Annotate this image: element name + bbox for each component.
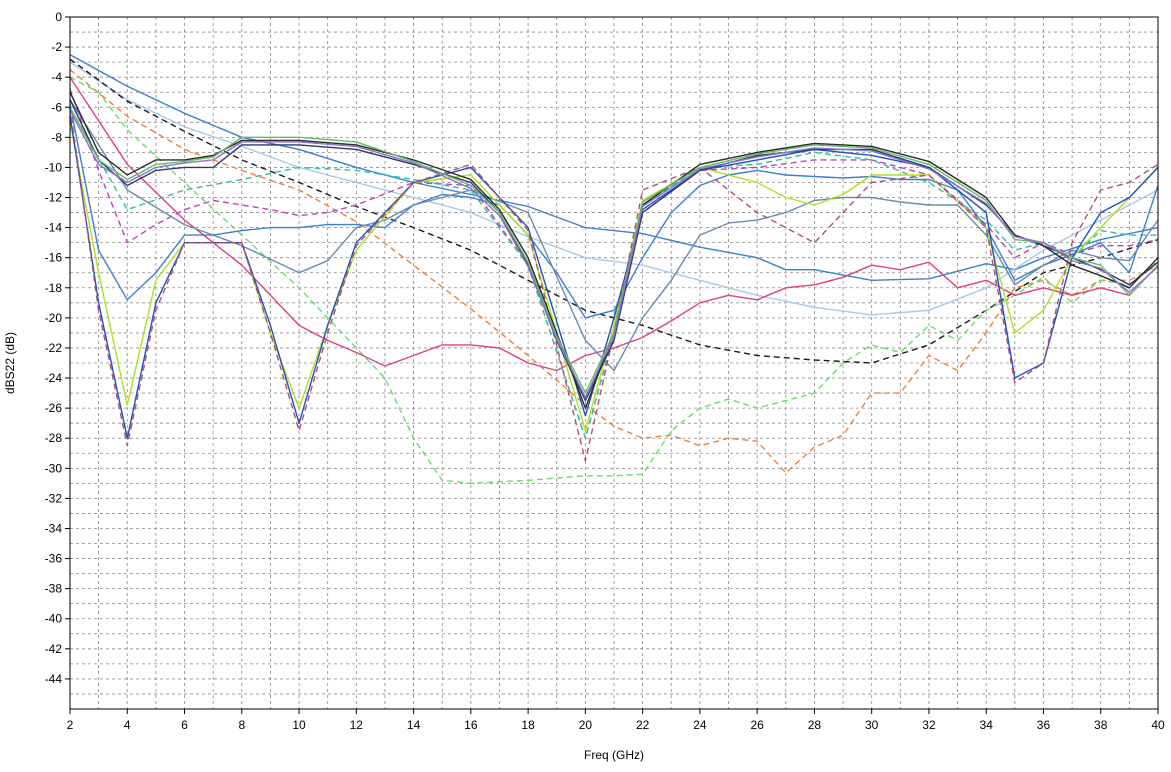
x-tick-label: 16 bbox=[464, 718, 478, 732]
y-tick-label: -14 bbox=[45, 221, 63, 235]
y-tick-label: -40 bbox=[45, 612, 63, 626]
y-tick-label: -44 bbox=[45, 672, 63, 686]
y-tick-label: -4 bbox=[51, 70, 62, 84]
y-axis-ticks: 0 -2 -4 -6 -8 -10 -12 -14 -16 -18 -20 -22 -24 -26 -28 -… bbox=[45, 10, 70, 686]
series-line-4 bbox=[69, 69, 1159, 474]
x-tick-label: 20 bbox=[579, 718, 593, 732]
series-line-9 bbox=[69, 104, 1159, 319]
y-tick-label: -34 bbox=[45, 521, 63, 535]
grid bbox=[70, 17, 1158, 709]
x-tick-label: 2 bbox=[67, 718, 74, 732]
x-tick-label: 6 bbox=[181, 718, 188, 732]
y-tick-label: -30 bbox=[45, 461, 63, 475]
x-tick-label: 30 bbox=[865, 718, 879, 732]
y-axis-label: dBS22 (dB) bbox=[3, 332, 17, 394]
y-tick-label: -38 bbox=[45, 582, 63, 596]
x-tick-label: 34 bbox=[980, 718, 994, 732]
x-tick-label: 28 bbox=[808, 718, 822, 732]
y-tick-label: -2 bbox=[51, 40, 62, 54]
series-layer bbox=[69, 53, 1159, 484]
series-line-17 bbox=[69, 109, 1159, 399]
y-tick-label: 0 bbox=[55, 10, 62, 24]
y-tick-label: -32 bbox=[45, 491, 63, 505]
x-axis-ticks: 2 4 6 8 10 12 14 16 18 20 22 24 26 28 30 32 34 36 38 40 bbox=[67, 709, 1165, 732]
y-tick-label: -42 bbox=[45, 642, 63, 656]
y-tick-label: -28 bbox=[45, 431, 63, 445]
plot-frame bbox=[69, 16, 1159, 710]
x-tick-label: 14 bbox=[407, 718, 421, 732]
y-tick-label: -10 bbox=[45, 160, 63, 174]
x-tick-label: 26 bbox=[750, 718, 764, 732]
y-tick-label: -16 bbox=[45, 251, 63, 265]
series-line-10 bbox=[69, 99, 1159, 372]
x-tick-label: 10 bbox=[292, 718, 306, 732]
x-tick-label: 8 bbox=[238, 718, 245, 732]
series-line-2 bbox=[69, 61, 1159, 316]
series-line-16 bbox=[69, 106, 1159, 394]
x-tick-label: 12 bbox=[350, 718, 364, 732]
series-line-6 bbox=[69, 76, 1159, 372]
y-tick-label: -24 bbox=[45, 371, 63, 385]
series-line-1 bbox=[69, 53, 1159, 281]
y-tick-label: -8 bbox=[51, 130, 62, 144]
y-tick-label: -20 bbox=[45, 311, 63, 325]
x-tick-label: 24 bbox=[693, 718, 707, 732]
y-tick-label: -12 bbox=[45, 191, 63, 205]
y-tick-label: -26 bbox=[45, 401, 63, 415]
x-tick-label: 38 bbox=[1094, 718, 1108, 732]
series-line-13 bbox=[69, 107, 1159, 462]
x-axis-label: Freq (GHz) bbox=[584, 748, 644, 762]
x-tick-label: 40 bbox=[1151, 718, 1165, 732]
x-tick-label: 36 bbox=[1037, 718, 1051, 732]
y-tick-label: -18 bbox=[45, 281, 63, 295]
x-tick-label: 22 bbox=[636, 718, 650, 732]
x-tick-label: 18 bbox=[521, 718, 535, 732]
x-tick-label: 4 bbox=[124, 718, 131, 732]
y-tick-label: -36 bbox=[45, 552, 63, 566]
x-tick-label: 32 bbox=[922, 718, 936, 732]
y-tick-label: -22 bbox=[45, 341, 63, 355]
y-tick-label: -6 bbox=[51, 100, 62, 114]
